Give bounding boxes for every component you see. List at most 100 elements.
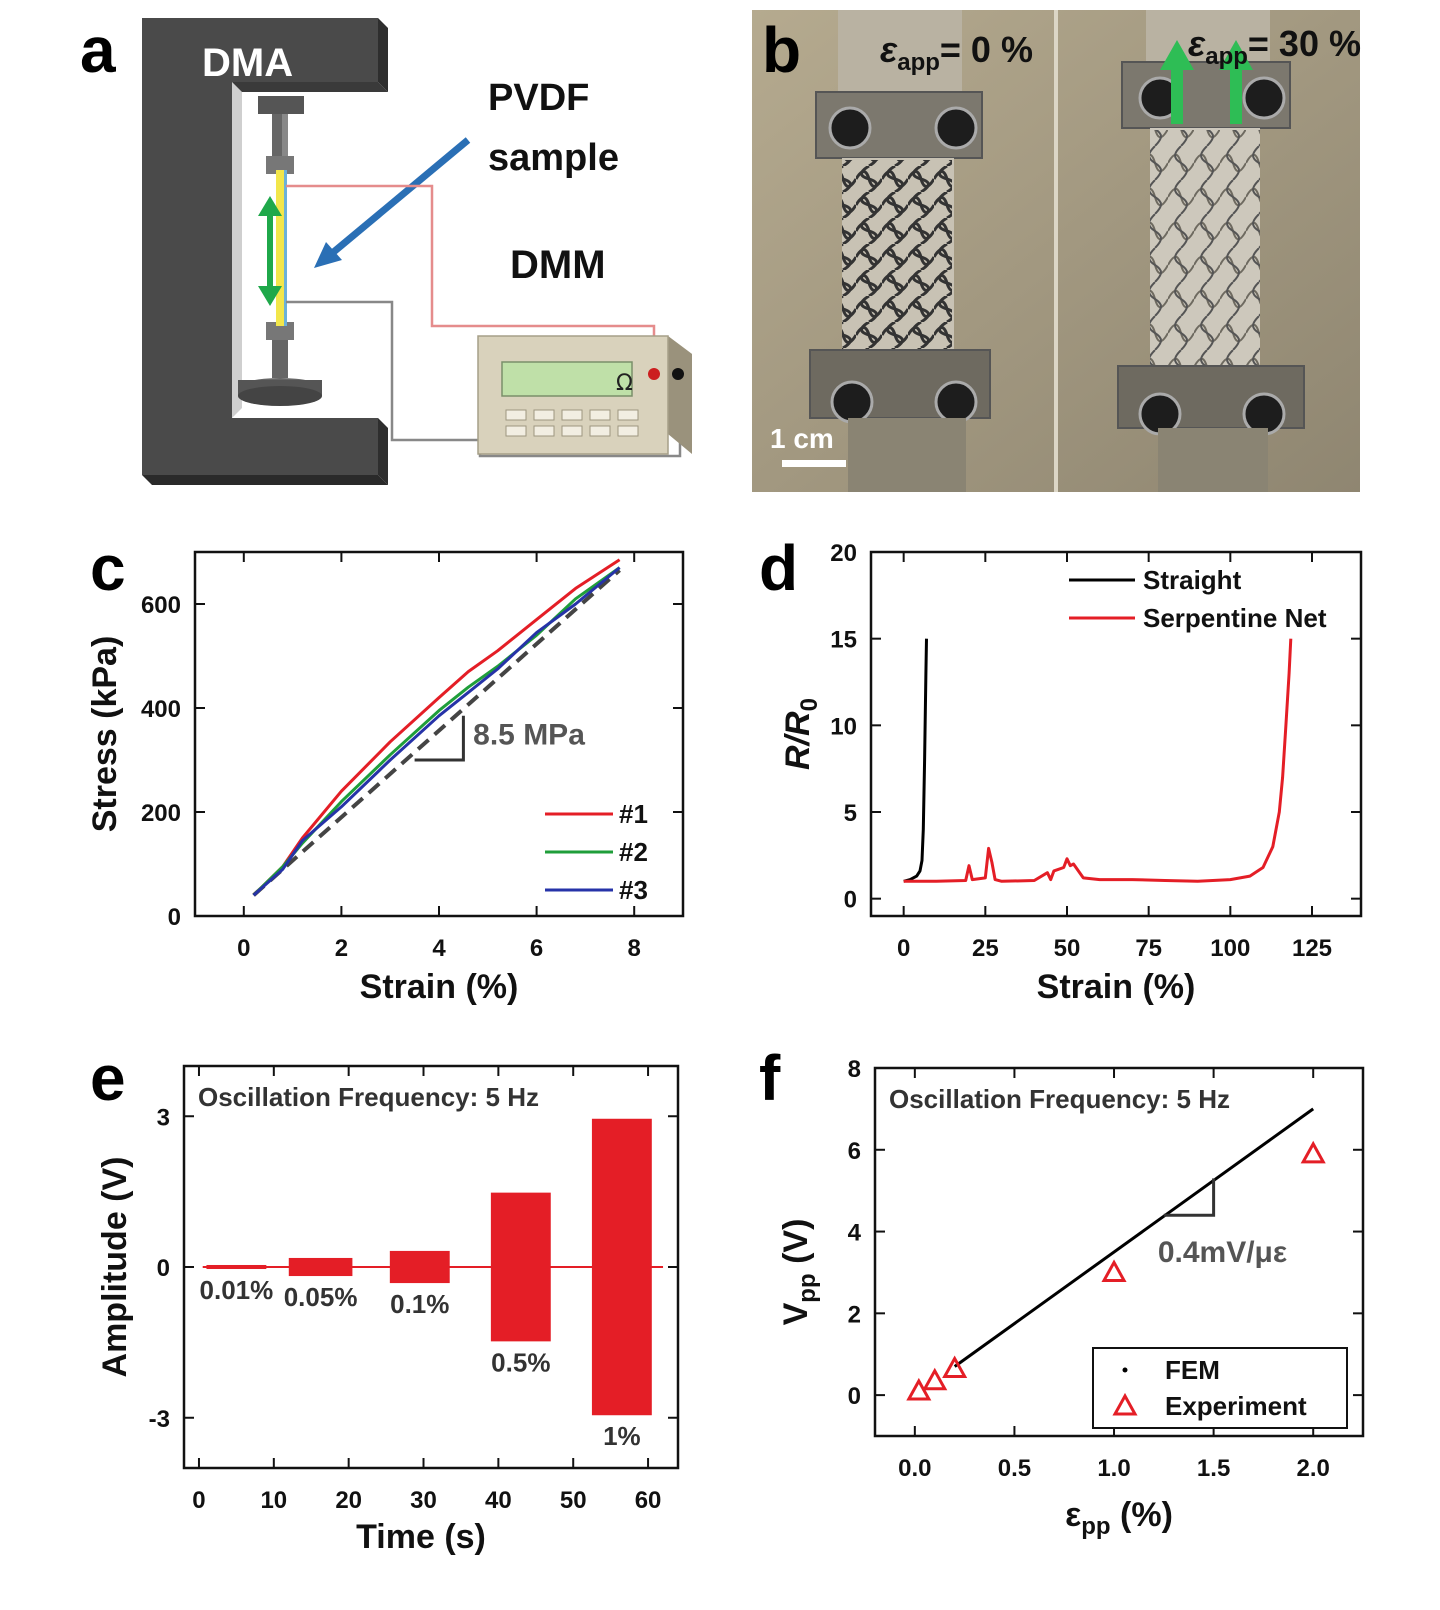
plot-frame xyxy=(869,550,1363,918)
legend-experiment-label: Experiment xyxy=(1165,1391,1307,1421)
panel-d: d 0 25 50 75 100 125 0 5 10 15 20 Straight Serpentin… xyxy=(759,532,1363,1006)
y-axis-label-main: V xyxy=(777,1302,815,1325)
black-probe-port xyxy=(672,368,684,380)
x-tick-label: 2.0 xyxy=(1297,1455,1330,1482)
stretch-arrow-icon xyxy=(1160,40,1253,124)
scale-bar xyxy=(782,460,846,467)
x-tick-label: 0.5 xyxy=(998,1455,1031,1482)
x-tick-label: 125 xyxy=(1292,935,1332,962)
experiment-point-4 xyxy=(1101,1259,1127,1282)
legend-label-1: Straight xyxy=(1143,565,1242,595)
left-strain-symbol: ε xyxy=(880,29,898,70)
x-axis-label-sub: pp xyxy=(1081,1513,1110,1540)
x-tick-label: 30 xyxy=(410,1487,437,1514)
frequency-annotation: Oscillation Frequency: 5 Hz xyxy=(889,1084,1230,1114)
panel-d-letter: d xyxy=(759,532,798,604)
legend-fem-marker xyxy=(1122,1367,1128,1373)
y-tick-label: -3 xyxy=(149,1406,170,1433)
dma-frame xyxy=(142,18,388,485)
sample-unstretched xyxy=(809,10,991,492)
dmm-device: Ω xyxy=(477,335,692,455)
block-label-5: 1% xyxy=(603,1421,641,1451)
panel-e-letter: e xyxy=(90,1042,126,1114)
sample-pointer-arrow-icon xyxy=(314,137,471,268)
right-strain-value: = 30 % xyxy=(1248,23,1361,64)
slope-triangle xyxy=(414,715,465,762)
panel-a: a DMA PVDF sample DMM xyxy=(80,14,692,485)
x-tick-label: 1.5 xyxy=(1197,1455,1230,1482)
panel-f-letter: f xyxy=(759,1042,781,1114)
series-line-1 xyxy=(903,638,928,883)
panel-a-letter: a xyxy=(80,14,116,86)
x-tick-label: 60 xyxy=(635,1487,662,1514)
y-tick-label: 0 xyxy=(848,1383,861,1410)
x-tick-label: 4 xyxy=(432,935,446,962)
x-axis-label: εpp (%) xyxy=(1065,1496,1173,1540)
y-axis-label: Vpp (V) xyxy=(777,1219,821,1326)
block-label-2: 0.05% xyxy=(284,1282,358,1312)
x-tick-label: 8 xyxy=(628,935,641,962)
x-tick-label: 1.0 xyxy=(1097,1455,1130,1482)
y-tick-label: 5 xyxy=(844,800,857,827)
x-tick-label: 0.0 xyxy=(898,1455,931,1482)
x-tick-label: 10 xyxy=(260,1487,287,1514)
series-line-3 xyxy=(252,566,621,897)
amplitude-block-2 xyxy=(288,1257,353,1277)
y-axis-label: Stress (kPa) xyxy=(86,636,124,833)
series-line-2 xyxy=(903,638,1293,883)
red-probe-port xyxy=(648,368,660,380)
ohm-icon: Ω xyxy=(616,371,633,396)
right-strain-label: εapp= 30 % xyxy=(1188,23,1361,70)
left-strain-sub: app xyxy=(897,49,940,76)
panel-f: f 0.0 0.5 1.0 1.5 2.0 0 2 4 6 8 0.4mV/με Oscillatio… xyxy=(759,1042,1365,1540)
x-axis-label: Strain (%) xyxy=(360,968,519,1006)
y-tick-label: 400 xyxy=(141,696,181,723)
strain-arrow-icon xyxy=(258,196,282,306)
x-tick-label: 0 xyxy=(192,1487,205,1514)
panel-e: e 0 10 20 30 40 50 60 -3 0 3 0.01% 0.05% 0.1% 0.5% 1% O… xyxy=(90,1042,680,1556)
fit-line xyxy=(252,568,621,897)
x-axis-label-main: ε xyxy=(1065,1496,1081,1534)
legend-label-2: Serpentine Net xyxy=(1143,603,1327,633)
x-axis-label: Time (s) xyxy=(356,1518,486,1556)
y-axis-label: R/R0 xyxy=(779,698,823,770)
fem-line xyxy=(953,1107,1315,1368)
left-strain-label: εapp= 0 % xyxy=(880,29,1033,76)
y-axis-label: Amplitude (V) xyxy=(96,1157,134,1378)
legend-label-3: #3 xyxy=(619,875,648,905)
y-tick-label: 600 xyxy=(141,592,181,619)
slope-annotation: 8.5 MPa xyxy=(473,718,585,751)
frequency-annotation: Oscillation Frequency: 5 Hz xyxy=(198,1082,539,1112)
experiment-point-2 xyxy=(922,1367,948,1391)
legend-label-2: #2 xyxy=(619,837,648,867)
x-tick-label: 40 xyxy=(485,1487,512,1514)
left-strain-value: = 0 % xyxy=(940,29,1033,70)
slope-annotation: 0.4mV/με xyxy=(1158,1236,1287,1269)
panel-c-letter: c xyxy=(90,532,126,604)
panel-b-letter: b xyxy=(762,14,801,86)
legend-label-1: #1 xyxy=(619,799,648,829)
x-tick-label: 0 xyxy=(237,935,250,962)
block-label-4: 0.5% xyxy=(491,1347,550,1377)
scale-bar-label: 1 cm xyxy=(770,423,834,454)
dmm-display xyxy=(501,361,633,397)
x-tick-label: 50 xyxy=(560,1487,587,1514)
y-tick-label: 3 xyxy=(157,1104,170,1131)
y-axis-label-sub: pp xyxy=(794,1273,821,1302)
x-tick-label: 2 xyxy=(335,935,348,962)
amplitude-block-5 xyxy=(591,1118,652,1416)
y-axis-label-main: R/R xyxy=(779,711,817,770)
y-tick-label: 200 xyxy=(141,800,181,827)
dma-label: DMA xyxy=(202,41,293,85)
legend-experiment-marker xyxy=(1112,1392,1138,1416)
sample-label-line2: sample xyxy=(488,137,619,179)
plot-frame xyxy=(873,1066,1365,1438)
y-tick-label: 0 xyxy=(157,1255,170,1282)
x-tick-label: 75 xyxy=(1135,935,1162,962)
y-tick-label: 20 xyxy=(830,540,857,567)
y-tick-label: 4 xyxy=(848,1220,862,1247)
slope-marker xyxy=(1163,1178,1216,1217)
legend-fem-label: FEM xyxy=(1165,1355,1220,1385)
dmm-label: DMM xyxy=(510,243,606,287)
amplitude-block-4 xyxy=(490,1192,551,1342)
